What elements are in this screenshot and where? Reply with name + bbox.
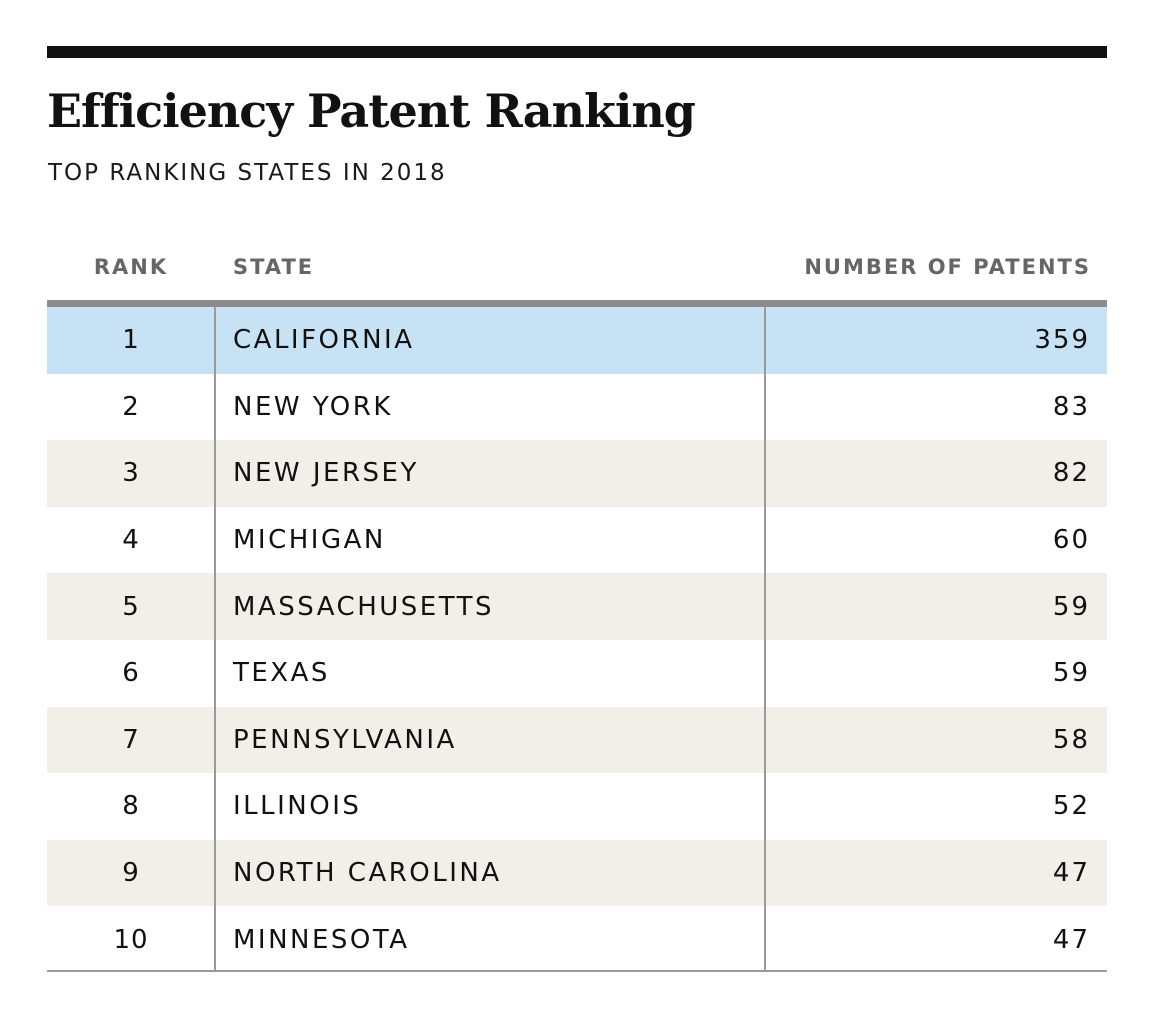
table-row: 2 NEW YORK 83 [47,374,1107,441]
cell-rank: 9 [122,858,140,889]
table-row: 6 TEXAS 59 [47,640,1107,707]
table-row: 4 MICHIGAN 60 [47,507,1107,574]
table-row: 8 ILLINOIS 52 [47,773,1107,840]
cell-state: NEW JERSEY [233,458,419,489]
cell-patents: 83 [1052,391,1090,422]
cell-patents: 60 [1052,525,1090,556]
column-header-rank: RANK [93,255,169,279]
column-divider-rank [214,307,216,971]
column-header-patents: NUMBER OF PATENTS [804,255,1091,279]
cell-rank: 1 [122,325,140,356]
top-rule [47,46,1107,58]
table-row: 1 CALIFORNIA 359 [47,307,1107,374]
cell-state: MICHIGAN [233,525,386,556]
cell-rank: 8 [122,791,140,822]
cell-rank: 4 [122,525,140,556]
cell-patents: 59 [1052,658,1090,689]
table-row: 5 MASSACHUSETTS 59 [47,573,1107,640]
header-rule [47,300,1107,307]
cell-rank: 5 [122,591,140,622]
column-header-state: STATE [233,255,315,279]
cell-patents: 359 [1034,325,1090,356]
table-row: 10 MINNESOTA 47 [47,906,1107,973]
cell-rank: 6 [122,658,140,689]
column-divider-state [764,307,766,971]
cell-patents: 47 [1052,858,1090,889]
cell-state: MASSACHUSETTS [233,591,495,622]
cell-patents: 59 [1052,591,1090,622]
cell-patents: 47 [1052,924,1090,955]
cell-rank: 7 [122,724,140,755]
cell-patents: 58 [1052,724,1090,755]
cell-state: TEXAS [233,658,330,689]
cell-state: CALIFORNIA [233,325,415,356]
cell-patents: 82 [1052,458,1090,489]
cell-state: NEW YORK [233,391,393,422]
bottom-rule [47,970,1107,972]
cell-state: PENNSYLVANIA [233,724,457,755]
page-subtitle: TOP RANKING STATES IN 2018 [48,160,447,186]
table-body: 1 CALIFORNIA 359 2 NEW YORK 83 3 NEW JERSEY 82 4 M… [47,307,1107,973]
cell-state: NORTH CAROLINA [233,858,502,889]
cell-state: ILLINOIS [233,791,362,822]
cell-state: MINNESOTA [233,924,410,955]
page-title: Efficiency Patent Ranking [47,84,696,138]
cell-rank: 3 [122,458,140,489]
table-row: 9 NORTH CAROLINA 47 [47,839,1107,907]
cell-rank: 10 [113,924,149,955]
table-row: 3 NEW JERSEY 82 [47,440,1107,507]
cell-patents: 52 [1052,791,1090,822]
cell-rank: 2 [122,391,140,422]
table-row: 7 PENNSYLVANIA 58 [47,706,1107,774]
